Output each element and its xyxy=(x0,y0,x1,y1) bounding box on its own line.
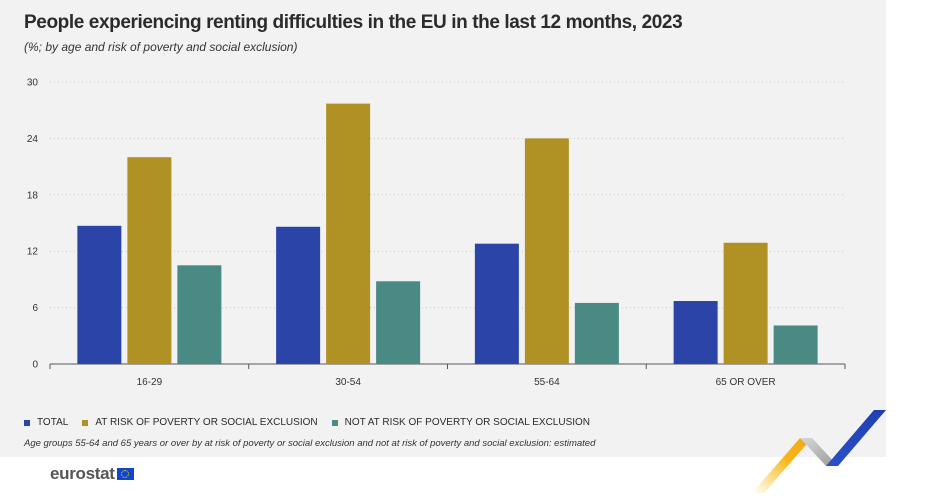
bar-not-at-risk xyxy=(177,265,222,364)
y-tick-label: 30 xyxy=(27,78,39,89)
bar-total xyxy=(474,243,519,364)
x-tick-label: 65 OR OVER xyxy=(716,377,776,388)
eu-flag-icon xyxy=(116,468,134,480)
brand-wordmark: eurostat xyxy=(50,464,115,483)
bar-not-at-risk xyxy=(574,302,619,364)
chart-title: People experiencing renting difficulties… xyxy=(24,12,683,33)
legend-label-total: TOTAL xyxy=(37,417,69,428)
chevron-grey-stroke xyxy=(800,438,838,466)
bar-at-risk xyxy=(127,157,172,364)
chart-footnote: Age groups 55-64 and 65 years or over by… xyxy=(24,438,596,449)
chart-legend: TOTAL AT RISK OF POVERTY OR SOCIAL EXCLU… xyxy=(24,417,604,428)
bar-total xyxy=(673,301,718,364)
x-tick-label: 16-29 xyxy=(137,377,163,388)
x-tick-label: 30-54 xyxy=(335,377,361,388)
bar-not-at-risk xyxy=(773,325,818,364)
legend-swatch-total xyxy=(24,419,30,426)
bar-not-at-risk xyxy=(376,281,421,364)
bar-total xyxy=(276,226,321,364)
legend-label-not-at-risk: NOT AT RISK OF POVERTY OR SOCIAL EXCLUSI… xyxy=(344,417,591,428)
eurostat-logo: eurostat xyxy=(50,464,134,484)
legend-swatch-not-at-risk xyxy=(331,419,338,426)
bar-total xyxy=(77,225,122,364)
bar-at-risk xyxy=(723,242,768,364)
legend-item-at-risk: AT RISK OF POVERTY OR SOCIAL EXCLUSION xyxy=(82,417,318,428)
chevron-blue-stroke xyxy=(826,410,886,466)
y-tick-label: 12 xyxy=(27,247,39,258)
legend-item-total: TOTAL xyxy=(24,417,68,428)
bar-at-risk xyxy=(326,103,371,365)
bar-at-risk xyxy=(524,138,569,364)
y-tick-label: 0 xyxy=(32,360,38,371)
legend-swatch-at-risk xyxy=(82,419,89,426)
x-tick-label: 55-64 xyxy=(534,377,560,388)
chart-subtitle: (%; by age and risk of poverty and socia… xyxy=(24,40,298,54)
legend-label-at-risk: AT RISK OF POVERTY OR SOCIAL EXCLUSION xyxy=(95,417,318,428)
legend-item-not-at-risk: NOT AT RISK OF POVERTY OR SOCIAL EXCLUSI… xyxy=(331,417,591,428)
y-tick-label: 6 xyxy=(32,303,38,314)
y-tick-label: 18 xyxy=(27,190,39,201)
chevron-yellow-stroke xyxy=(752,438,812,493)
y-tick-label: 24 xyxy=(27,134,39,145)
